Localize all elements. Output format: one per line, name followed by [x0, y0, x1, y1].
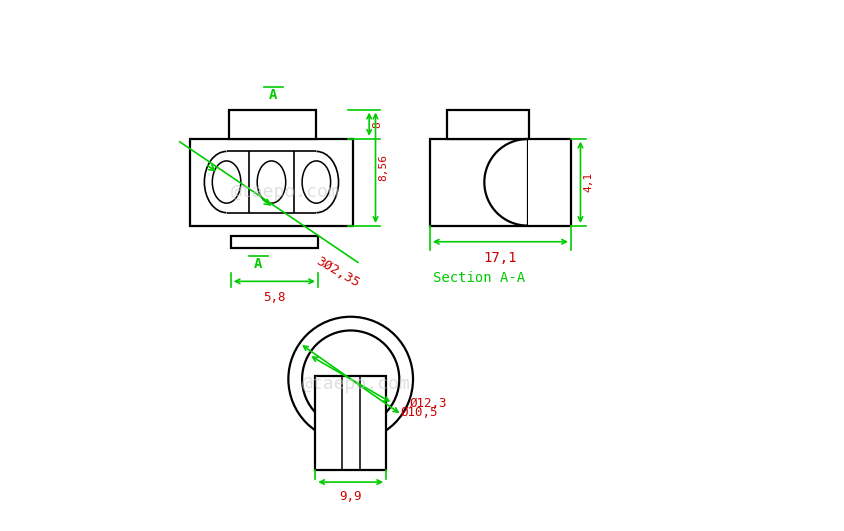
Bar: [316, 376, 386, 470]
Text: Section A-A: Section A-A: [433, 271, 525, 285]
Ellipse shape: [302, 161, 331, 203]
Text: 8,56: 8,56: [378, 155, 388, 181]
Bar: [230, 110, 316, 139]
Bar: [430, 139, 528, 226]
Text: 3Ø2,35: 3Ø2,35: [314, 255, 362, 290]
Bar: [447, 110, 529, 139]
Text: Ø10,5: Ø10,5: [401, 406, 438, 419]
Bar: [230, 236, 318, 248]
Ellipse shape: [257, 161, 286, 203]
Text: A: A: [269, 88, 277, 102]
Text: 5,8: 5,8: [263, 291, 285, 304]
Text: @taepo.com: @taepo.com: [230, 183, 339, 201]
Ellipse shape: [213, 161, 241, 203]
Bar: [528, 139, 571, 226]
Text: A: A: [254, 257, 262, 271]
Text: 8: 8: [372, 121, 381, 127]
Text: 9,9: 9,9: [339, 490, 362, 503]
Text: Ø12,3: Ø12,3: [409, 397, 447, 409]
Text: @taepo.com: @taepo.com: [301, 375, 410, 393]
Text: 4,1: 4,1: [583, 172, 593, 192]
Bar: [190, 139, 354, 226]
Text: 17,1: 17,1: [484, 251, 517, 266]
